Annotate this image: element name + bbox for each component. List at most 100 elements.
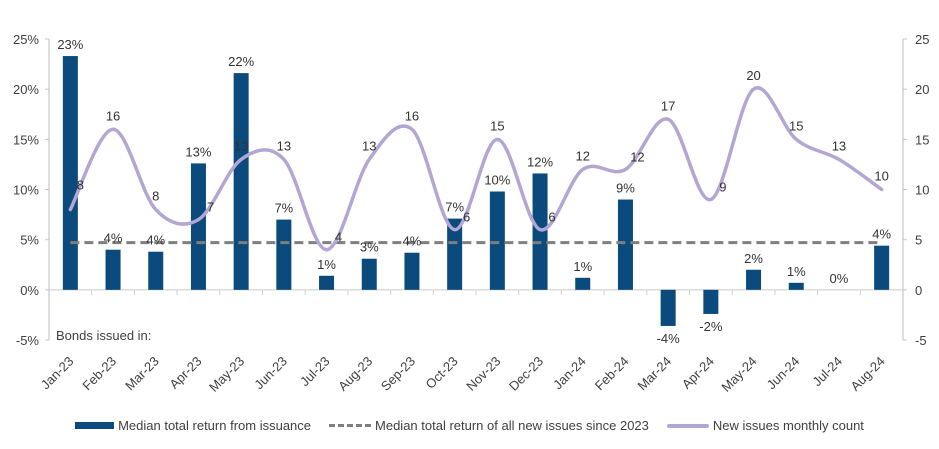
count-data-label: 20: [746, 68, 760, 83]
bar: [532, 173, 548, 290]
x-tick-label: Oct-23: [423, 354, 461, 392]
bar-data-label: 4%: [872, 227, 891, 242]
bar-data-label: 4%: [403, 234, 422, 249]
right-tick-label: 15: [915, 132, 929, 147]
x-tick-label: Jun-24: [764, 354, 803, 393]
count-data-label: 16: [405, 108, 419, 123]
bar: [233, 73, 249, 290]
count-data-label: 13: [362, 138, 376, 153]
left-tick-label: 20%: [13, 82, 39, 97]
bar: [361, 258, 377, 290]
bar-data-label: 1%: [317, 257, 336, 272]
x-tick-label: Feb-23: [79, 354, 119, 394]
bar-data-label: -2%: [699, 319, 723, 334]
bar-data-label: 7%: [445, 200, 464, 215]
x-tick-label: Apr-23: [166, 354, 204, 392]
left-tick-label: 5%: [20, 233, 39, 248]
bar: [148, 251, 164, 290]
x-tick-label: May-24: [718, 354, 759, 395]
x-tick-label: Jul-23: [297, 354, 333, 390]
count-data-label: 17: [661, 98, 675, 113]
left-tick-label: 15%: [13, 132, 39, 147]
legend: Median total return from issuance Median…: [0, 418, 939, 433]
x-tick-label: Jan-23: [38, 354, 77, 393]
bar-series: [62, 56, 890, 326]
count-data-label: 12: [630, 149, 644, 164]
legend-item-line: New issues monthly count: [666, 418, 864, 433]
x-tick-label: Mar-23: [122, 354, 162, 394]
bar-data-label: 1%: [573, 259, 592, 274]
bar: [190, 163, 206, 290]
count-line-path: [68, 86, 884, 252]
legend-swatch-bar: [75, 422, 115, 429]
bar-data-label: 1%: [787, 264, 806, 279]
legend-label-bar: Median total return from issuance: [118, 418, 312, 433]
x-tick-label: Nov-23: [463, 354, 503, 394]
bar: [105, 249, 121, 290]
bar: [447, 218, 463, 290]
count-data-label: 13: [832, 138, 846, 153]
bar: [276, 219, 292, 290]
bar-data-label: 13%: [185, 144, 211, 159]
legend-item-bar: Median total return from issuance: [75, 418, 311, 433]
left-tick-label: 10%: [13, 183, 39, 198]
bar: [874, 245, 890, 290]
bar: [746, 269, 762, 290]
legend-swatch-line: [666, 423, 709, 428]
x-tick-label: May-23: [206, 354, 247, 395]
bar-data-label: 3%: [360, 240, 379, 255]
x-tick-label: Sep-23: [378, 354, 418, 394]
count-data-label: 13: [277, 138, 291, 153]
left-tick-label: 25%: [13, 32, 39, 47]
x-tick-label: Aug-23: [335, 354, 375, 394]
bar-data-label: -4%: [657, 331, 681, 346]
count-data-label: 8: [152, 189, 159, 204]
bar: [489, 191, 505, 290]
bar-data-label: 10%: [484, 173, 510, 188]
count-data-label: 9: [719, 180, 726, 195]
bar: [703, 289, 719, 314]
right-tick-label: 5: [915, 233, 922, 248]
bar: [660, 289, 676, 326]
bonds-issued-annotation: Bonds issued in:: [56, 328, 151, 343]
legend-label-line: New issues monthly count: [712, 418, 864, 433]
x-tick-label: Mar-24: [635, 354, 675, 394]
bar: [319, 275, 335, 290]
count-data-label: 6: [463, 210, 470, 225]
count-data-label: 15: [490, 118, 504, 133]
legend-item-dash: Median total return of all new issues si…: [329, 418, 649, 433]
bar-data-label: 22%: [228, 54, 254, 69]
bar-data-label: 7%: [274, 201, 293, 216]
bar-data-label: 0%: [830, 271, 849, 286]
bar: [617, 199, 633, 290]
x-tick-label: Apr-24: [679, 354, 717, 392]
count-data-label: 13: [234, 138, 248, 153]
right-tick-label: -5: [915, 333, 927, 348]
bar-data-label: 9%: [616, 181, 635, 196]
x-tick-label: Aug-24: [848, 354, 888, 394]
x-tick-label: Feb-24: [592, 354, 632, 394]
data-labels: 23% 4% 4% 13% 22% 7% 1% 3% 4% 7% 10% 12% 1% 9% -4% -2% 2…: [57, 37, 891, 346]
bar: [788, 282, 804, 290]
bar-data-label: 12%: [527, 154, 553, 169]
count-line-series: [68, 86, 884, 252]
left-tick-label: -5%: [16, 333, 40, 348]
legend-swatch-dash: [329, 424, 372, 427]
x-tick-label: Jan-24: [550, 354, 589, 393]
bar-data-label: 23%: [57, 37, 83, 52]
count-data-label: 15: [789, 118, 803, 133]
right-tick-label: 0: [915, 283, 922, 298]
bar: [575, 277, 591, 290]
x-tick-label: Jul-24: [809, 354, 845, 390]
count-data-label: 6: [548, 210, 555, 225]
legend-label-dash: Median total return of all new issues si…: [375, 418, 649, 433]
x-tick-label: Jun-23: [251, 354, 290, 393]
right-tick-label: 20: [915, 82, 929, 97]
bar-data-label: 2%: [744, 251, 763, 266]
x-tick-label: Dec-23: [506, 354, 546, 394]
bar-data-label: 4%: [104, 231, 123, 246]
bar: [404, 252, 420, 290]
right-tick-label: 10: [915, 183, 929, 198]
count-data-label: 7: [207, 200, 214, 215]
